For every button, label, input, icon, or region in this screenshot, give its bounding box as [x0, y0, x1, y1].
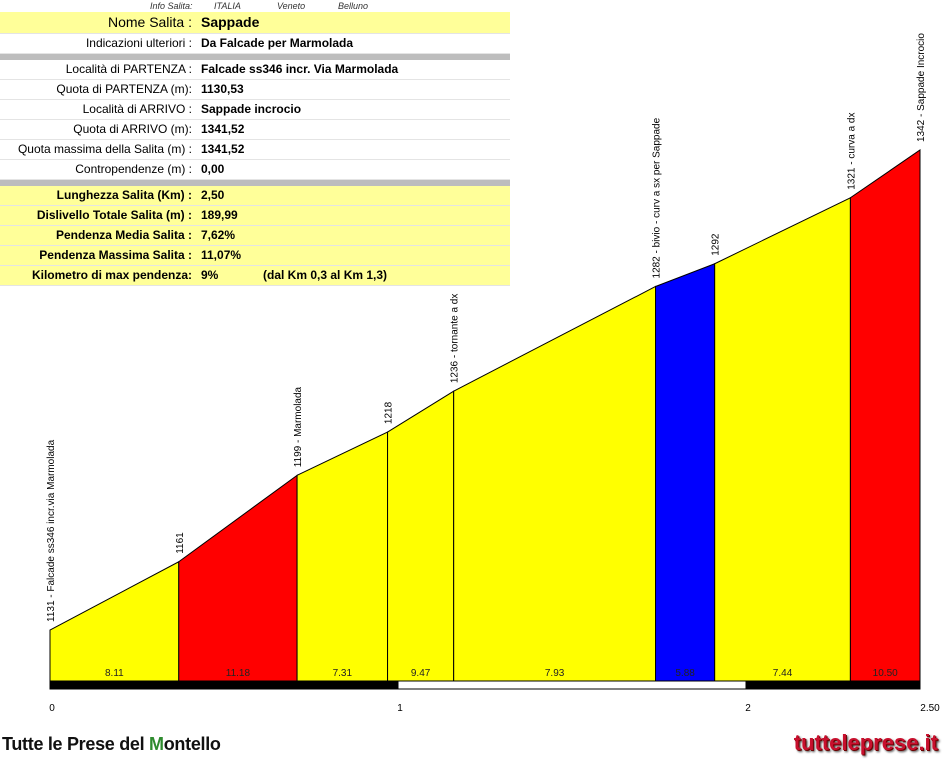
dislivello-value: 189,99: [201, 208, 238, 222]
km-max-range: (dal Km 0,3 al Km 1,3): [263, 268, 388, 282]
row-lunghezza: Lunghezza Salita (Km) : 2,50: [0, 186, 510, 206]
row-ulteriori: Indicazioni ulteriori : Da Falcade per M…: [0, 34, 510, 54]
quota-arrivo-label: Quota di ARRIVO (m):: [73, 122, 192, 136]
km-tick-label: 2: [745, 703, 751, 714]
pend-max-label: Pendenza Massima Salita :: [39, 248, 192, 262]
arrivo-label: Località di ARRIVO :: [82, 102, 192, 116]
row-quota-partenza: Quota di PARTENZA (m): 1130,53: [0, 80, 510, 100]
point-label: 1321 - curva a dx: [846, 113, 857, 190]
quota-max-value: 1341,52: [201, 142, 245, 156]
profile-segment: [453, 285, 657, 682]
gradient-labels: 8.11 11.18 7.31 9.47 7.93 5.88 7.44 10.50: [105, 668, 898, 679]
quota-arrivo-value: 1341,52: [201, 122, 245, 136]
gradient-label: 7.93: [545, 668, 565, 679]
arrivo-value: Sappade incrocio: [201, 102, 302, 116]
site-logo-left: Tutte le Prese del Montello: [2, 734, 221, 755]
gradient-label: 7.44: [773, 668, 793, 679]
km-tick-label: 1: [397, 703, 403, 714]
row-dislivello: Dislivello Totale Salita (m) : 189,99: [0, 206, 510, 226]
profile-segment: [178, 474, 298, 682]
km-max-value: 9%: [201, 268, 219, 282]
row-pend-max: Pendenza Massima Salita : 11,07%: [0, 246, 510, 266]
pend-media-label: Pendenza Media Salita :: [55, 228, 192, 242]
row-contropendenze: Contropendenze (m) : 0,00: [0, 160, 510, 180]
site-logo-right: tutteleprese.it: [793, 730, 938, 755]
info-header-label: Info Salita:: [150, 1, 193, 11]
point-label: 1282 - bivio - curv a sx per Sappade: [652, 117, 663, 278]
contropendenze-value: 0,00: [201, 162, 225, 176]
gradient-label: 8.11: [105, 668, 124, 679]
point-labels: 1131 - Falcade ss346 incr.via Marmolada 1…: [46, 33, 927, 622]
gradient-label: 9.47: [411, 668, 431, 679]
separator: [0, 180, 510, 186]
info-region: Veneto: [277, 1, 306, 11]
gradient-label: 10.50: [873, 668, 898, 679]
info-country: ITALIA: [214, 1, 241, 11]
ulteriori-label: Indicazioni ulteriori :: [85, 36, 192, 50]
point-label: 1218: [384, 401, 395, 424]
quota-partenza-value: 1130,53: [201, 82, 244, 96]
partenza-label: Località di PARTENZA :: [65, 62, 192, 76]
row-quota-max: Quota massima della Salita (m) : 1341,52: [0, 140, 510, 160]
info-header: Info Salita: ITALIA Veneto Belluno: [0, 0, 510, 12]
logo-text-b: ontello: [163, 734, 221, 754]
dislivello-label: Dislivello Totale Salita (m) :: [36, 208, 192, 222]
profile-segment: [655, 263, 716, 682]
km-bar-section: [745, 680, 921, 690]
logo-text-a: Tutte le Prese del: [2, 734, 150, 754]
separator: [0, 54, 510, 60]
profile-segment: [849, 149, 921, 682]
name-label: Nome Salita :: [107, 14, 192, 30]
km-tick-labels: 0 1 2 2.50: [49, 703, 940, 714]
point-label: 1161: [175, 532, 186, 554]
point-label: 1131 - Falcade ss346 incr.via Marmolada: [46, 439, 57, 622]
contropendenze-label: Contropendenze (m) :: [75, 162, 192, 176]
km-bar: [49, 680, 921, 690]
row-name: Nome Salita : Sappade: [0, 12, 510, 34]
point-label: 1292: [711, 233, 722, 256]
partenza-value: Falcade ss346 incr. Via Marmolada: [201, 62, 399, 76]
row-partenza: Località di PARTENZA : Falcade ss346 inc…: [0, 60, 510, 80]
quota-max-label: Quota massima della Salita (m) :: [17, 142, 192, 156]
gradient-label: 5.88: [675, 668, 695, 679]
point-label: 1199 - Marmolada: [293, 386, 304, 467]
row-km-max: Kilometro di max pendenza: 9% (dal Km 0,…: [0, 266, 510, 286]
ulteriori-value: Da Falcade per Marmolada: [201, 36, 354, 50]
point-label: 1236 - tornante a dx: [450, 294, 461, 384]
pend-media-value: 7,62%: [201, 228, 236, 242]
point-label: 1342 - Sappade Incrocio: [916, 33, 927, 142]
row-quota-arrivo: Quota di ARRIVO (m): 1341,52: [0, 120, 510, 140]
lunghezza-value: 2,50: [201, 188, 225, 202]
lunghezza-label: Lunghezza Salita (Km) :: [56, 188, 192, 202]
km-tick-label: 2.50: [920, 703, 940, 714]
km-max-label: Kilometro di max pendenza:: [31, 268, 192, 282]
name-value: Sappade: [201, 14, 260, 30]
profile-segment: [714, 196, 851, 682]
km-bar-section: [49, 680, 399, 690]
logo-mountain-m: M: [149, 734, 164, 754]
profile-segment: [296, 431, 389, 682]
row-pend-media: Pendenza Media Salita : 7,62%: [0, 226, 510, 246]
gradient-label: 11.18: [226, 668, 251, 679]
info-province: Belluno: [338, 1, 369, 11]
pend-max-value: 11,07%: [201, 248, 242, 262]
info-table: Nome Salita : Sappade Indicazioni ulteri…: [0, 12, 510, 286]
row-arrivo: Località di ARRIVO : Sappade incrocio: [0, 100, 510, 120]
km-tick-label: 0: [49, 703, 55, 714]
profile-segment: [387, 390, 455, 682]
quota-partenza-label: Quota di PARTENZA (m):: [56, 82, 192, 96]
profile-segment: [49, 560, 180, 682]
gradient-label: 7.31: [333, 668, 353, 679]
km-bar-section: [397, 680, 747, 690]
